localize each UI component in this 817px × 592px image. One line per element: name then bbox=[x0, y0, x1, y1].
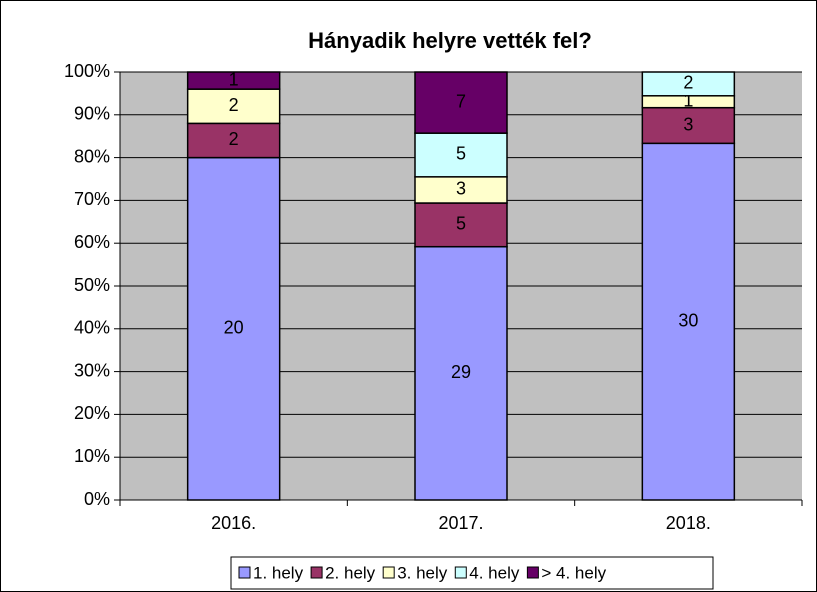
y-tick-label: 0% bbox=[84, 489, 110, 509]
data-label: 2 bbox=[229, 95, 239, 115]
legend-swatch bbox=[454, 566, 467, 579]
data-label: 2 bbox=[683, 73, 693, 93]
y-tick-label: 30% bbox=[74, 360, 110, 380]
data-label: 30 bbox=[678, 310, 698, 330]
legend-text: 2. hely bbox=[325, 563, 376, 582]
bar-segment bbox=[414, 176, 508, 204]
x-tick-label: 2017. bbox=[438, 513, 483, 533]
bar-segment bbox=[414, 245, 508, 501]
data-label: 20 bbox=[224, 318, 244, 338]
bar-segment bbox=[186, 71, 281, 90]
y-tick-label: 90% bbox=[74, 104, 110, 124]
bar-segment bbox=[186, 156, 281, 501]
bar-segment bbox=[186, 122, 281, 159]
y-tick-label: 100% bbox=[64, 61, 110, 81]
y-tick-label: 60% bbox=[74, 232, 110, 252]
chart-title: Hányadik helyre vették fel? bbox=[308, 28, 592, 53]
data-label: 1 bbox=[229, 69, 239, 89]
y-tick-label: 40% bbox=[74, 318, 110, 338]
y-tick-label: 80% bbox=[74, 146, 110, 166]
legend-swatch bbox=[238, 566, 251, 579]
data-label: 5 bbox=[456, 214, 466, 234]
legend-swatch bbox=[382, 566, 395, 579]
data-label: 7 bbox=[456, 91, 466, 111]
bar-segment bbox=[641, 71, 736, 97]
y-tick-label: 10% bbox=[74, 446, 110, 466]
bar-segment bbox=[186, 88, 281, 125]
data-label: 5 bbox=[456, 144, 466, 164]
y-tick-label: 20% bbox=[74, 403, 110, 423]
legend-text: 4. hely bbox=[469, 563, 520, 582]
legend-swatch bbox=[526, 566, 539, 579]
bar-segment bbox=[414, 71, 508, 134]
legend-text: 3. hely bbox=[397, 563, 448, 582]
data-label: 3 bbox=[456, 179, 466, 199]
legend-text: 1. hely bbox=[253, 563, 304, 582]
data-label: 1 bbox=[683, 90, 693, 110]
data-label: 29 bbox=[451, 362, 471, 382]
x-tick-label: 2016. bbox=[211, 513, 256, 533]
legend-text: > 4. hely bbox=[541, 563, 606, 582]
legend-swatch bbox=[310, 566, 323, 579]
bar-segment bbox=[414, 202, 508, 248]
x-tick-label: 2018. bbox=[666, 513, 711, 533]
data-label: 3 bbox=[683, 114, 693, 134]
bar-segment bbox=[641, 106, 736, 145]
data-label: 2 bbox=[229, 129, 239, 149]
y-tick-label: 70% bbox=[74, 189, 110, 209]
y-tick-label: 50% bbox=[74, 275, 110, 295]
